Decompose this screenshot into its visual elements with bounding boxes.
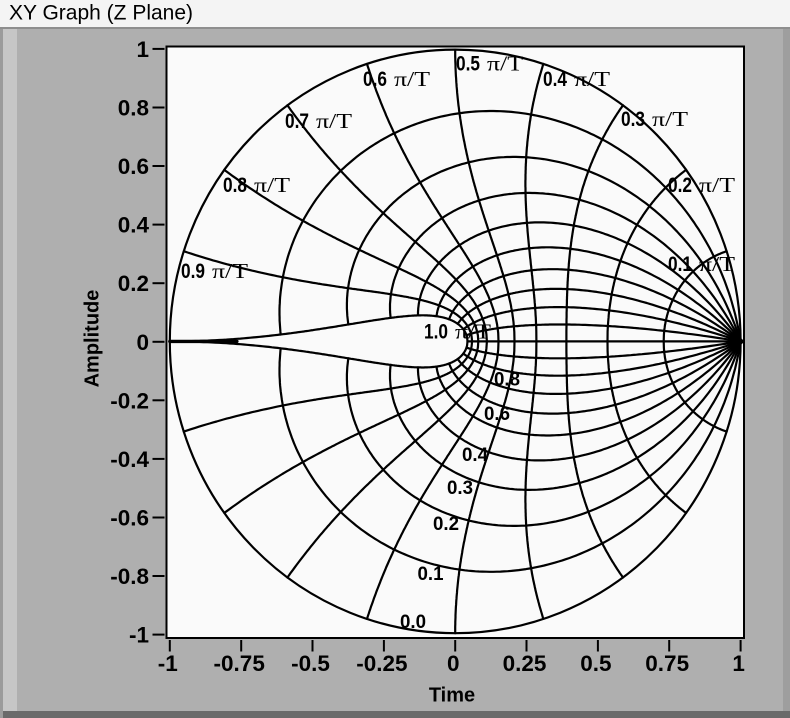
svg-text:-0.4: -0.4: [110, 447, 149, 472]
svg-text:Time: Time: [429, 685, 475, 707]
svg-text:-1: -1: [129, 623, 149, 648]
svg-text:-0.75: -0.75: [214, 651, 265, 676]
svg-text:Amplitude: Amplitude: [82, 290, 104, 388]
svg-text:-0.6: -0.6: [110, 506, 149, 531]
svg-text:0.4: 0.4: [118, 213, 150, 238]
svg-text:1: 1: [732, 651, 745, 676]
svg-text:XY Graph (Z Plane): XY Graph (Z Plane): [9, 2, 193, 25]
svg-text:π/T: π/T: [699, 173, 735, 197]
svg-text:-0.8: -0.8: [110, 564, 149, 589]
svg-text:0: 0: [447, 651, 460, 676]
svg-text:0.3: 0.3: [447, 477, 473, 499]
svg-text:π/T: π/T: [254, 173, 290, 197]
svg-text:1.0: 1.0: [424, 321, 448, 344]
svg-text:0.25: 0.25: [503, 651, 547, 676]
svg-text:π/T: π/T: [394, 67, 430, 91]
svg-text:0.8: 0.8: [494, 369, 520, 391]
svg-text:0: 0: [136, 330, 149, 355]
svg-text:0.6: 0.6: [363, 68, 387, 91]
svg-text:0.8: 0.8: [118, 96, 149, 121]
svg-text:0.6: 0.6: [484, 403, 510, 425]
svg-text:0.5: 0.5: [456, 53, 480, 76]
svg-text:0.0: 0.0: [400, 611, 426, 633]
svg-text:-1: -1: [158, 651, 178, 676]
svg-text:0.2: 0.2: [433, 513, 459, 535]
svg-text:0.2: 0.2: [118, 271, 149, 296]
svg-text:-0.25: -0.25: [356, 651, 407, 676]
svg-text:0.5: 0.5: [580, 651, 611, 676]
svg-text:π/T: π/T: [316, 109, 352, 133]
svg-text:0.4: 0.4: [543, 68, 567, 91]
svg-text:0.1: 0.1: [668, 253, 692, 276]
svg-text:0.6: 0.6: [118, 154, 149, 179]
svg-text:0.8: 0.8: [223, 174, 247, 197]
svg-text:0.1: 0.1: [418, 563, 444, 585]
svg-text:1: 1: [136, 37, 149, 62]
svg-text:-0.2: -0.2: [110, 388, 149, 413]
svg-text:0.3: 0.3: [621, 108, 645, 131]
svg-text:0.9: 0.9: [181, 260, 205, 283]
svg-text:-0.5: -0.5: [291, 651, 330, 676]
svg-text:π/T: π/T: [652, 107, 688, 131]
svg-text:π/T: π/T: [212, 259, 248, 283]
svg-text:0.75: 0.75: [645, 651, 689, 676]
